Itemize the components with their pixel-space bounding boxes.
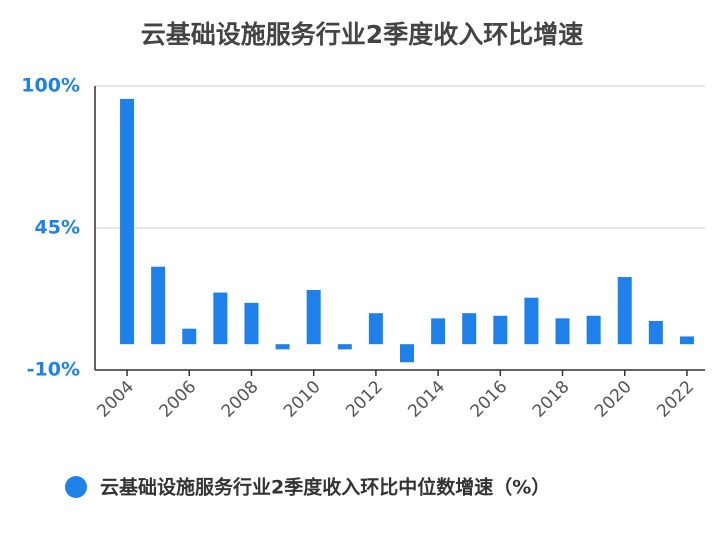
x-tick-label: 2006 bbox=[156, 377, 201, 422]
bar bbox=[182, 328, 197, 345]
legend-label: 云基础设施服务行业2季度收入环比中位数增速（%） bbox=[100, 476, 550, 499]
y-tick-label: 100% bbox=[21, 75, 80, 97]
x-tick-label: 2010 bbox=[280, 377, 325, 422]
x-tick-label: 2012 bbox=[342, 377, 387, 422]
x-tick-label: 2014 bbox=[404, 377, 449, 422]
bar bbox=[244, 302, 259, 345]
bar bbox=[679, 336, 694, 345]
bar bbox=[151, 266, 166, 345]
bar bbox=[617, 277, 632, 345]
bar bbox=[493, 315, 508, 345]
chart-title: 云基础设施服务行业2季度收入环比增速 bbox=[141, 20, 583, 49]
bar bbox=[120, 98, 135, 345]
bar bbox=[524, 297, 539, 345]
y-tick-label: 45% bbox=[35, 217, 80, 239]
bar bbox=[368, 313, 383, 345]
y-tick-label: -10% bbox=[27, 359, 80, 381]
bar bbox=[555, 318, 570, 345]
bar bbox=[306, 289, 321, 345]
x-tick-label: 2016 bbox=[467, 377, 512, 422]
x-tick-label: 2004 bbox=[93, 377, 138, 422]
bar bbox=[275, 344, 290, 350]
bar bbox=[400, 344, 414, 363]
x-tick-label: 2008 bbox=[218, 377, 263, 422]
bar bbox=[648, 320, 663, 345]
bar bbox=[213, 292, 228, 345]
legend-marker bbox=[65, 476, 87, 498]
bar bbox=[431, 318, 446, 345]
bar bbox=[462, 313, 477, 345]
x-tick-label: 2018 bbox=[529, 377, 574, 422]
x-tick-label: 2020 bbox=[591, 377, 636, 422]
x-tick-label: 2022 bbox=[653, 377, 698, 422]
bar bbox=[337, 344, 352, 350]
bar bbox=[586, 315, 601, 345]
